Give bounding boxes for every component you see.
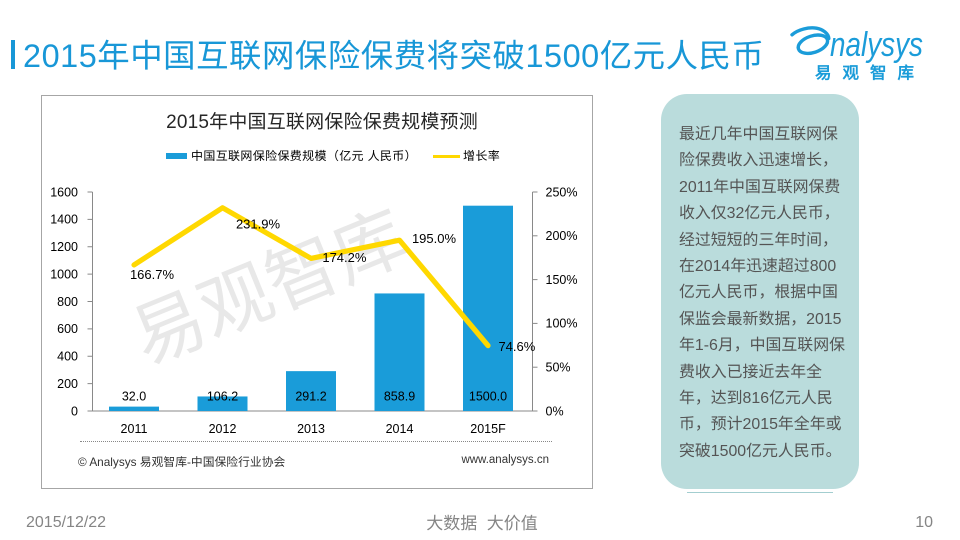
- svg-text:174.2%: 174.2%: [322, 250, 367, 265]
- svg-text:231.9%: 231.9%: [236, 217, 281, 232]
- svg-text:106.2: 106.2: [207, 390, 238, 404]
- svg-text:1500.0: 1500.0: [469, 390, 507, 404]
- svg-text:nalysys: nalysys: [830, 26, 923, 64]
- svg-text:2015F: 2015F: [470, 422, 506, 436]
- svg-text:32.0: 32.0: [122, 390, 146, 404]
- svg-text:易观智库: 易观智库: [815, 60, 925, 84]
- svg-text:2012: 2012: [209, 422, 237, 436]
- svg-text:2013: 2013: [297, 422, 325, 436]
- svg-text:400: 400: [57, 350, 78, 364]
- svg-text:166.7%: 166.7%: [130, 267, 175, 282]
- svg-text:1000: 1000: [50, 267, 78, 281]
- svg-text:291.2: 291.2: [295, 390, 326, 404]
- svg-text:195.0%: 195.0%: [412, 231, 457, 246]
- svg-text:0: 0: [71, 404, 78, 418]
- svg-text:250%: 250%: [546, 185, 578, 199]
- svg-text:150%: 150%: [546, 273, 578, 287]
- svg-text:74.6%: 74.6%: [498, 339, 535, 354]
- svg-text:2011: 2011: [121, 422, 148, 436]
- svg-text:1400: 1400: [50, 213, 78, 227]
- svg-text:1600: 1600: [50, 185, 78, 199]
- svg-text:600: 600: [57, 322, 78, 336]
- svg-text:800: 800: [57, 295, 78, 309]
- svg-text:50%: 50%: [546, 361, 571, 375]
- svg-text:858.9: 858.9: [384, 390, 415, 404]
- svg-text:200: 200: [57, 377, 78, 391]
- svg-text:1200: 1200: [50, 240, 78, 254]
- svg-text:100%: 100%: [546, 317, 578, 331]
- svg-text:0%: 0%: [546, 404, 564, 418]
- svg-text:2014: 2014: [386, 422, 414, 436]
- svg-text:200%: 200%: [546, 229, 578, 243]
